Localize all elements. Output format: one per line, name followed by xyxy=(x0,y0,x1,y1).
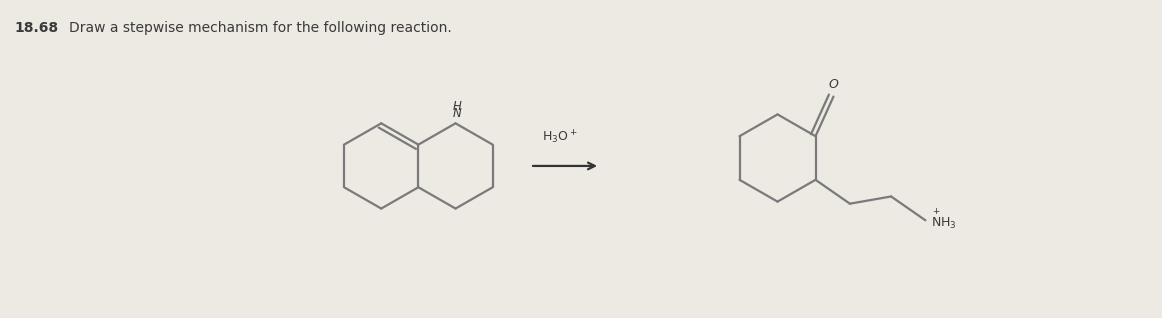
Text: N: N xyxy=(453,107,462,120)
Text: $\overset{+}{\mathrm{N}}\mathrm{H}_3$: $\overset{+}{\mathrm{N}}\mathrm{H}_3$ xyxy=(932,207,957,231)
Text: H: H xyxy=(453,100,462,114)
Text: Draw a stepwise mechanism for the following reaction.: Draw a stepwise mechanism for the follow… xyxy=(70,21,452,35)
Text: O: O xyxy=(829,78,839,91)
Text: H$_3$O$^+$: H$_3$O$^+$ xyxy=(543,129,578,146)
Text: 18.68: 18.68 xyxy=(14,21,58,35)
